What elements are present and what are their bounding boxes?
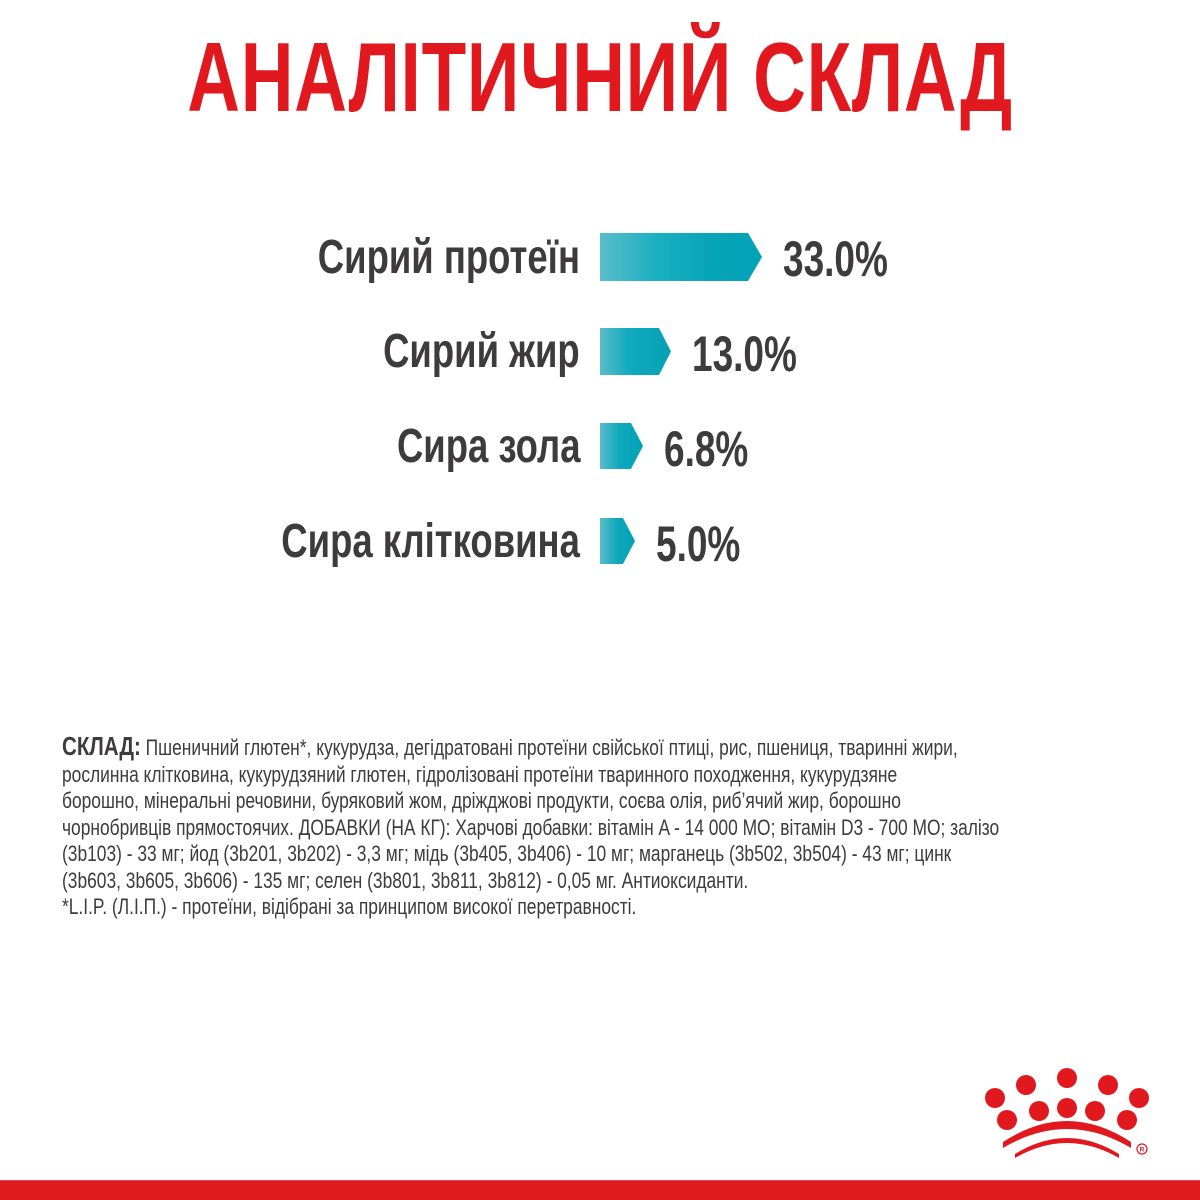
row-value-ash: 6.8% <box>664 421 749 477</box>
page-title: АНАЛІТИЧНИЙ СКЛАД <box>0 28 1200 126</box>
composition-line: борошно, мінеральні речовини, буряковий … <box>62 788 901 813</box>
bottom-brand-bar <box>0 1180 1200 1200</box>
composition-footnote: *L.I.P. (Л.І.П.) - протеїни, відібрані з… <box>62 894 637 919</box>
composition-line: (3b103) - 33 мг; йод (3b201, 3b202) - 3,… <box>62 841 952 866</box>
page-title-text: АНАЛІТИЧНИЙ СКЛАД <box>187 22 1013 132</box>
bar-protein <box>600 233 762 281</box>
composition-text: СКЛАД: Пшеничний глютен*, кукурудза, дег… <box>62 733 1162 921</box>
composition-line: СКЛАД: Пшеничний глютен*, кукурудза, дег… <box>62 731 958 761</box>
composition-line: чорнобривців прямостоячих. ДОБАВКИ (НА К… <box>62 814 1000 840</box>
row-label-protein: Сирий протеїн <box>317 231 580 284</box>
composition-heading: СКЛАД: <box>62 731 141 761</box>
row-label-ash: Сира зола <box>396 420 580 473</box>
royal-canin-crown-icon: R <box>985 1068 1149 1158</box>
row-value-fiber: 5.0% <box>656 516 741 572</box>
bar-fat <box>600 328 671 375</box>
analytical-composition-chart: Сирий протеїн 33.0% Сирий жир 13. <box>281 231 888 572</box>
registered-mark: R <box>1136 1143 1148 1155</box>
composition-line: (3b603, 3b605, 3b606) - 135 мг; селен (3… <box>62 867 749 893</box>
row-value-fat: 13.0% <box>692 326 797 382</box>
composition-line: рослинна клітковина, кукурудзяний глютен… <box>62 761 898 787</box>
bar-fiber <box>600 518 635 564</box>
row-value-protein: 33.0% <box>783 231 888 287</box>
bar-ash <box>600 423 643 469</box>
svg-text:R: R <box>1140 1147 1145 1154</box>
row-label-fat: Сирий жир <box>383 325 580 378</box>
row-label-fiber: Сира клітковина <box>281 515 580 568</box>
